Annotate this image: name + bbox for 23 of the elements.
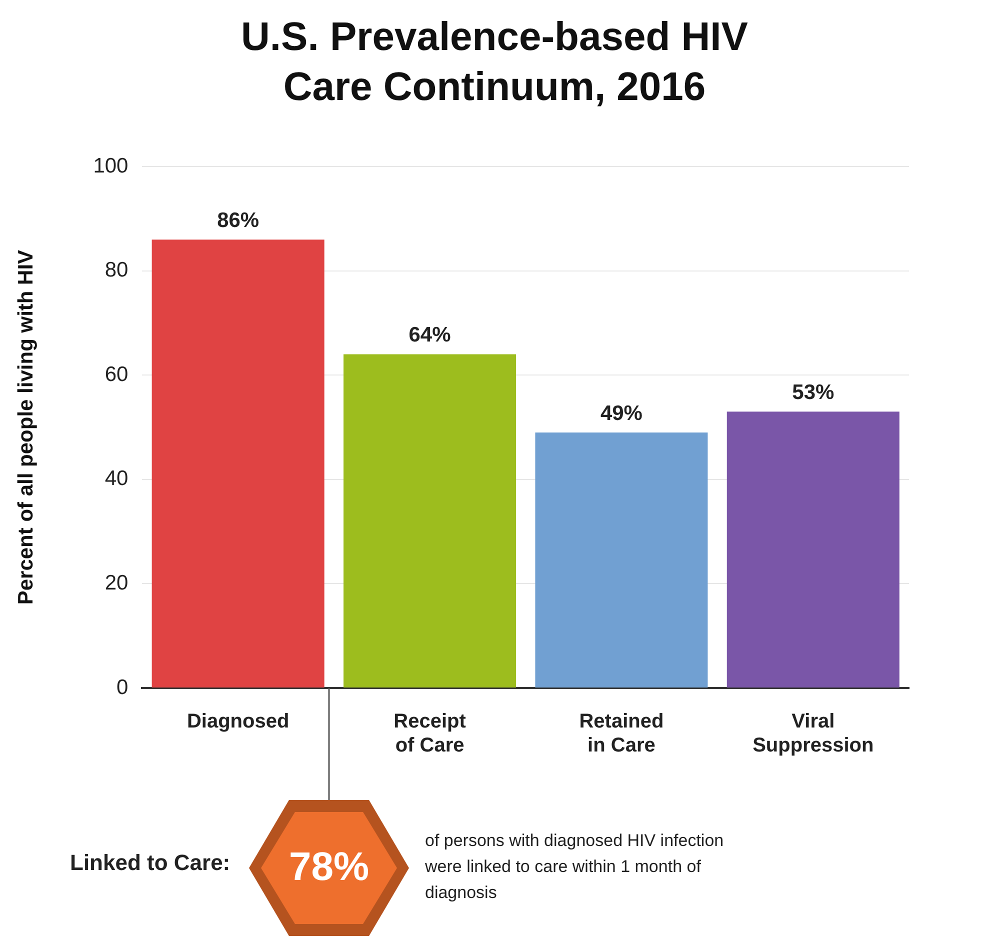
text: 78%: [288, 845, 370, 890]
y-tick-label: 20: [104, 572, 128, 595]
data-label: 49%: [600, 402, 643, 425]
x-tick-label: Receipt of Care: [394, 710, 466, 757]
y-tick-label: 60: [104, 362, 128, 386]
data-label: 64%: [408, 324, 452, 347]
chart-title: U.S. Prevalence-based HIV Care Continuum, 2016: [240, 14, 749, 111]
y-axis-title: Percent of all people living with HIV: [14, 250, 38, 605]
bar: [344, 354, 516, 688]
text: Linked to Care:: [70, 850, 230, 876]
y-tick-label: 40: [104, 467, 128, 490]
x-tick-label: Retained in Care: [579, 710, 664, 757]
bar: [535, 432, 708, 688]
bar: [726, 412, 900, 688]
text: of persons with diagnosed HIV infection were linked to care within 1 month of diagnosis: [425, 830, 725, 904]
x-tick-label: Viral Suppression: [752, 710, 874, 757]
data-label: 53%: [792, 380, 834, 404]
x-tick-label: Diagnosed: [186, 710, 290, 733]
y-tick-label: 80: [104, 258, 128, 282]
y-tick-label: 100: [93, 154, 128, 178]
data-label: 86%: [217, 208, 260, 232]
bar: [152, 240, 324, 688]
y-tick-label: 0: [116, 676, 128, 699]
